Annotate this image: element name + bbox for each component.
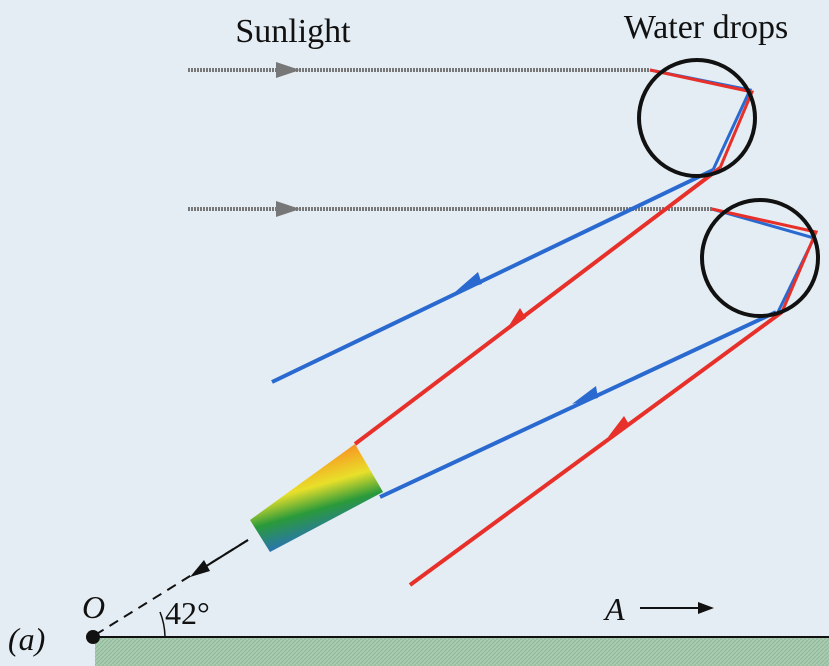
- ground: [95, 637, 829, 666]
- label: 42°: [165, 595, 210, 631]
- label: Water drops: [624, 9, 788, 46]
- label: Sunlight: [235, 13, 351, 50]
- label: A: [603, 591, 625, 627]
- background: [0, 0, 829, 666]
- label: O: [82, 589, 105, 625]
- rainbow-diagram: Sunlight Water drops O 42° A (a): [0, 0, 829, 666]
- page: {"labels": {"sunlight": "Sunlight", "wat…: [0, 0, 829, 666]
- observer: [86, 630, 100, 644]
- label: (a): [8, 621, 45, 657]
